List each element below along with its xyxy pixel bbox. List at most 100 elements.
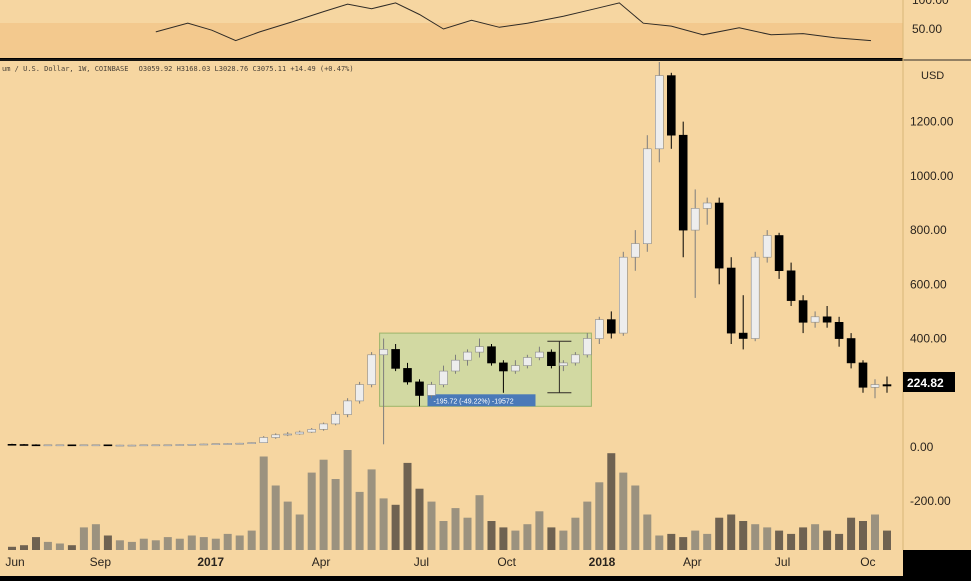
volume-bar (631, 485, 640, 550)
volume-bar (235, 535, 244, 550)
candle-body (523, 357, 532, 366)
candles-group (7, 62, 892, 447)
y-tick-label: 0.00 (910, 440, 934, 454)
x-axis-label: Jul (775, 555, 790, 569)
candle-body (427, 384, 436, 396)
candle-body (882, 384, 892, 387)
rsi-tick-label: 100.00 (912, 0, 949, 7)
volume-bar (343, 450, 352, 550)
candle-body (559, 362, 568, 366)
volume-bar (775, 530, 784, 550)
rsi-group (155, 2, 872, 42)
volume-bar (739, 521, 748, 550)
volume-bar (247, 530, 256, 550)
volume-group (8, 450, 891, 550)
y-tick-label: 600.00 (910, 277, 947, 291)
candle-body (702, 202, 712, 209)
volume-bar (8, 546, 16, 550)
candle-body (331, 414, 340, 425)
volume-bar (379, 498, 388, 550)
volume-bar (679, 537, 688, 550)
volume-bar (523, 524, 532, 550)
measure-box-group: -195.72 (-49.22%) -19572 (379, 332, 592, 407)
candle-body (774, 235, 784, 272)
candle-body (654, 75, 664, 150)
candle-body (403, 368, 412, 383)
candle-body (618, 256, 628, 334)
x-axis-label: Jun (5, 555, 24, 569)
volume-bar (187, 535, 196, 550)
volume-bar (535, 511, 544, 550)
candle-body (666, 75, 676, 136)
volume-bar (619, 472, 628, 550)
candle-body (451, 359, 460, 372)
y-tick-label: -200.00 (910, 494, 951, 508)
candle-body (91, 444, 101, 447)
candle-body (535, 351, 544, 358)
volume-bar (295, 514, 304, 550)
candle-body (7, 443, 17, 446)
candle-body (175, 444, 185, 446)
candle-body (43, 444, 53, 447)
candle-body (139, 444, 149, 447)
candle-body (870, 384, 880, 388)
candle-body (223, 443, 232, 445)
measure-label-bg (427, 394, 536, 407)
right-axis-bg (903, 0, 971, 550)
candle-body (271, 434, 281, 438)
volume-bar (427, 501, 436, 550)
volume-bar (643, 514, 652, 550)
candle-body (642, 148, 652, 245)
ohlc-line: O3059.92 H3168.03 L3028.76 C3075.11 +14.… (139, 65, 354, 73)
candle-body (606, 319, 616, 334)
x-axis-labels: Jun Sep 2017 Apr Jul Oct 2018 Apr Jul Oc (5, 555, 875, 569)
candle-body (283, 433, 293, 436)
volume-bar (439, 521, 448, 550)
last-price-badge: 224.82 (903, 372, 955, 392)
volume-bar (43, 541, 52, 550)
candle-body (415, 381, 424, 396)
candle-body (726, 267, 736, 334)
volume-bar (475, 495, 484, 550)
candle-body (295, 431, 305, 435)
candle-body (499, 362, 508, 372)
volume-bar (319, 459, 328, 550)
volume-bar (463, 517, 472, 550)
volume-bar (271, 485, 280, 550)
candle-body (55, 444, 65, 447)
volume-bar (403, 462, 412, 550)
candle-body (79, 444, 89, 447)
volume-bar (655, 535, 664, 550)
candle-body (67, 444, 77, 447)
volume-bar (787, 533, 796, 550)
volume-bar (823, 530, 832, 550)
volume-bar (811, 524, 820, 550)
volume-bar (67, 545, 76, 550)
candle-body (439, 370, 448, 386)
candle-body (846, 338, 856, 364)
volume-bar (259, 456, 268, 550)
volume-bar (871, 514, 879, 550)
y-axis-ticks: 1200.00 1000.00 800.00 600.00 400.00 0.00 -200… (910, 115, 954, 509)
volume-bar (595, 482, 604, 550)
x-axis-label: Jul (414, 555, 429, 569)
candle-body (235, 442, 244, 445)
candle-body (259, 437, 269, 443)
volume-bar (415, 488, 424, 550)
volume-bar (511, 530, 520, 550)
candle-body (834, 321, 844, 339)
candle-body (630, 243, 640, 258)
volume-bar (32, 537, 40, 550)
x-axis-label: Oc (860, 555, 875, 569)
y-tick-label: 400.00 (910, 332, 947, 346)
volume-bar (199, 537, 208, 550)
x-axis-label: Apr (312, 555, 331, 569)
x-axis-label: 2018 (589, 555, 616, 569)
candle-body (211, 443, 221, 446)
volume-bar (835, 533, 844, 550)
candle-body (798, 300, 808, 323)
candle-body (594, 319, 604, 339)
volume-bar (451, 508, 460, 550)
candle-body (822, 316, 832, 323)
